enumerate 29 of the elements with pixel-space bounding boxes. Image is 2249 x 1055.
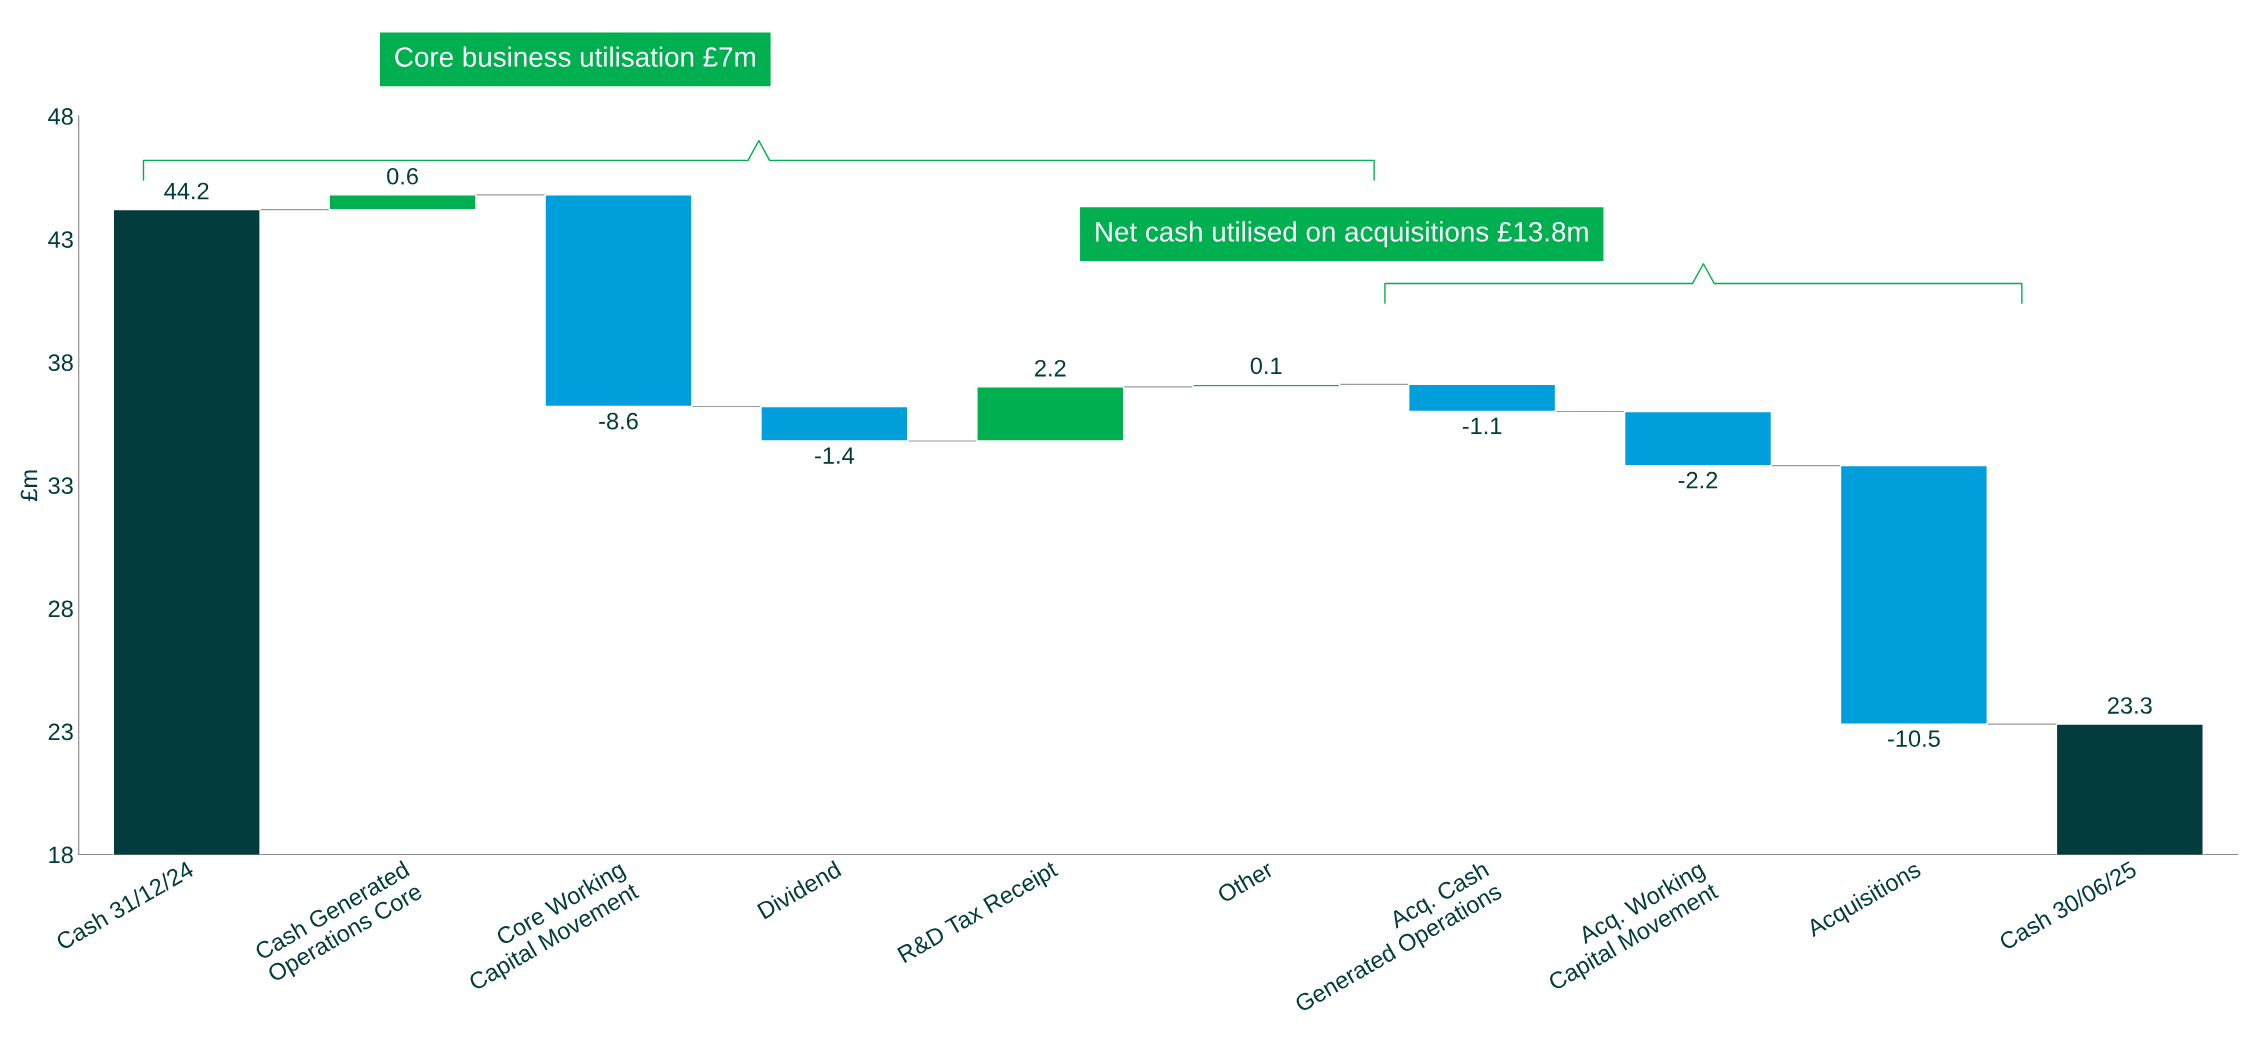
data-label: -10.5 [1888,730,1940,747]
bar [760,405,909,442]
bar [1192,383,1341,388]
y-tick-label: 18 [49,846,73,864]
data-label: 23.3 [2108,697,2152,714]
y-axis-title: £m [20,470,38,502]
bar [1407,383,1557,413]
y-tick-label: 38 [48,354,73,371]
y-tick-label: 23 [48,723,73,741]
y-tick-label: 48 [48,108,73,125]
bar [1839,464,1989,725]
data-label: 0.1 [1250,357,1282,375]
data-label: 44.2 [164,182,209,200]
bar [544,194,693,408]
data-label: -2.2 [1678,471,1718,489]
y-tick-label: 33 [48,477,73,495]
y-tick-label: 28 [48,600,73,618]
text: Core business utilisation £7m [395,46,755,67]
data-label: -1.1 [1462,417,1502,435]
bar [1623,410,1773,467]
annotation: Net cash utilised on acquisitions £13.8m [1096,221,1588,248]
data-label: -1.4 [815,447,855,464]
data-label: 2.2 [1035,359,1066,377]
y-tick-label: 43 [48,231,73,248]
x-tick-label: Other [1216,859,1275,904]
data-label: 0.6 [387,167,418,185]
bar [328,194,477,211]
bar [976,386,1125,442]
data-label: -8.6 [599,412,638,430]
